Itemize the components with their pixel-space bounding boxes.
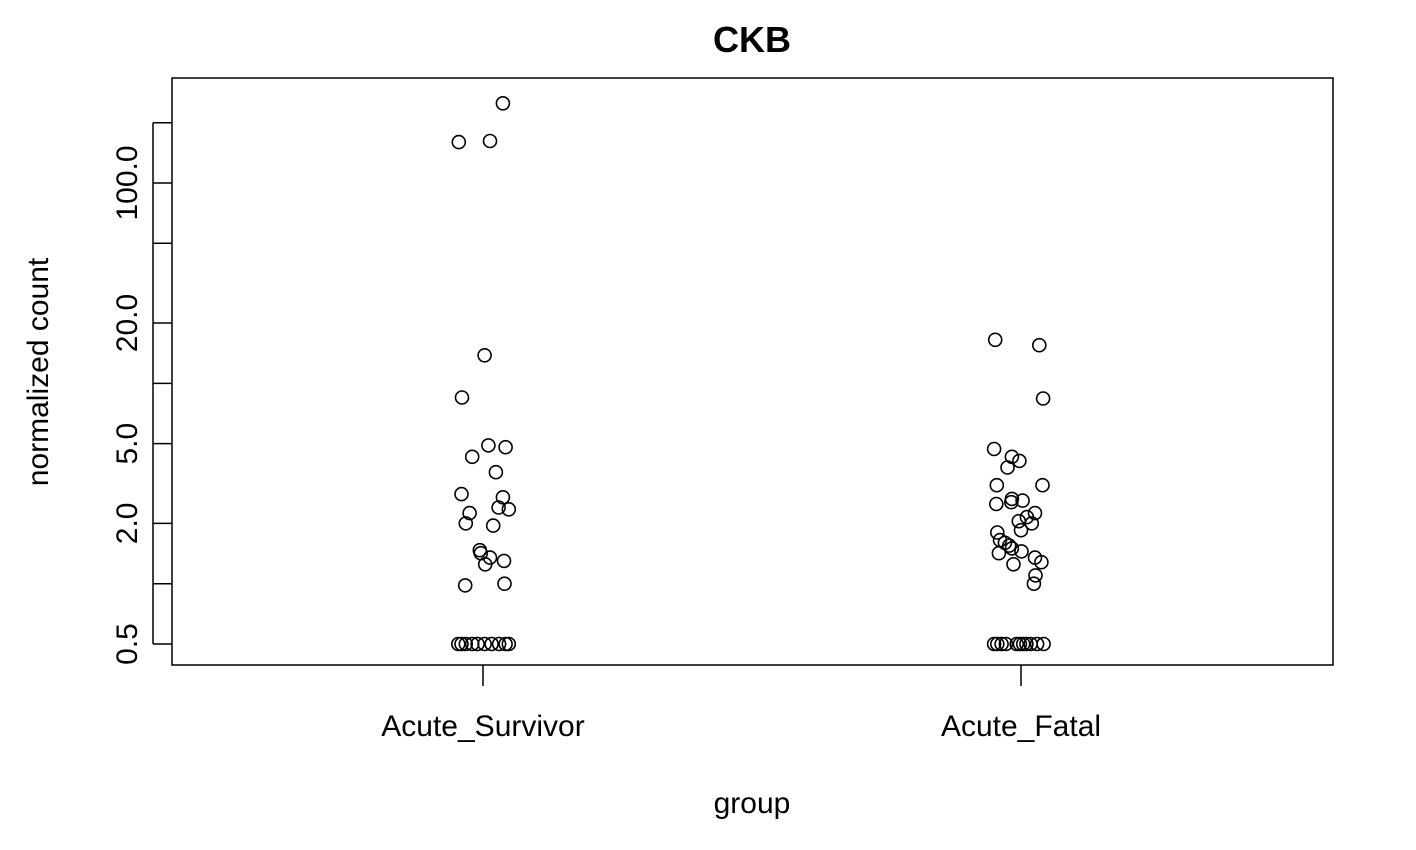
y-axis: 0.5 2.0 5.0 20.0 100.0 [111, 121, 172, 665]
data-point [485, 518, 501, 533]
data-point [1024, 516, 1040, 531]
data-point [495, 489, 511, 505]
data-point [1026, 576, 1042, 592]
data-point [1003, 494, 1019, 510]
data-point [454, 390, 470, 405]
data-point [1000, 460, 1015, 475]
y-tick-label: 0.5 [111, 623, 144, 665]
data-point [496, 553, 512, 569]
data-point [501, 636, 517, 652]
data-point [989, 525, 1005, 540]
data-point [477, 556, 493, 572]
data-points [450, 96, 1051, 652]
data-point [1004, 541, 1020, 556]
data-point [1032, 337, 1047, 353]
y-tick-label: 100.0 [111, 145, 144, 220]
data-point [458, 516, 474, 531]
data-point [1012, 453, 1027, 469]
data-point [1027, 505, 1043, 521]
data-point [464, 449, 480, 465]
data-point [991, 545, 1007, 561]
data-point [1036, 636, 1051, 652]
data-point [451, 134, 467, 150]
data-point [477, 636, 492, 652]
data-point [1006, 556, 1021, 572]
y-tick-label: 20.0 [111, 294, 144, 352]
data-point [495, 96, 511, 111]
data-point [491, 636, 507, 652]
y-tick-label: 2.0 [111, 503, 144, 545]
data-point [987, 332, 1003, 348]
x-axis: Acute_Survivor Acute_Fatal [381, 665, 1101, 743]
data-point [1014, 544, 1029, 559]
data-point [1035, 477, 1050, 493]
data-point [1013, 522, 1029, 538]
x-axis-label: group [714, 787, 791, 820]
data-point [998, 636, 1014, 652]
data-point [481, 438, 496, 453]
data-point [497, 576, 512, 592]
data-point [501, 501, 517, 517]
x-tick-label: Acute_Survivor [381, 710, 584, 743]
data-point [1028, 568, 1043, 583]
data-point [1035, 391, 1051, 406]
data-point [488, 464, 504, 480]
data-point [454, 636, 469, 652]
data-point [988, 496, 1004, 512]
plot-frame [171, 77, 1334, 666]
data-point [1001, 538, 1017, 553]
data-point [477, 347, 492, 363]
data-point [457, 578, 473, 593]
data-point [498, 439, 513, 455]
data-point [482, 133, 498, 149]
data-point [1015, 493, 1030, 508]
data-point [1019, 636, 1034, 652]
data-point [1034, 554, 1049, 570]
data-point [1029, 636, 1045, 652]
data-point [986, 441, 1002, 457]
data-point [994, 636, 1009, 652]
data-point [491, 500, 506, 515]
y-axis-label: normalized count [22, 257, 55, 486]
data-point [1011, 513, 1027, 529]
x-tick-label: Acute_Fatal [941, 710, 1101, 743]
data-point [458, 636, 474, 652]
data-point [462, 505, 477, 521]
data-point [454, 486, 469, 502]
data-point [484, 636, 499, 652]
data-point [470, 636, 485, 652]
data-point [989, 477, 1005, 493]
data-point [450, 636, 466, 652]
data-point [989, 636, 1005, 652]
y-tick-label: 5.0 [111, 423, 144, 465]
chart-title: CKB [713, 19, 791, 60]
